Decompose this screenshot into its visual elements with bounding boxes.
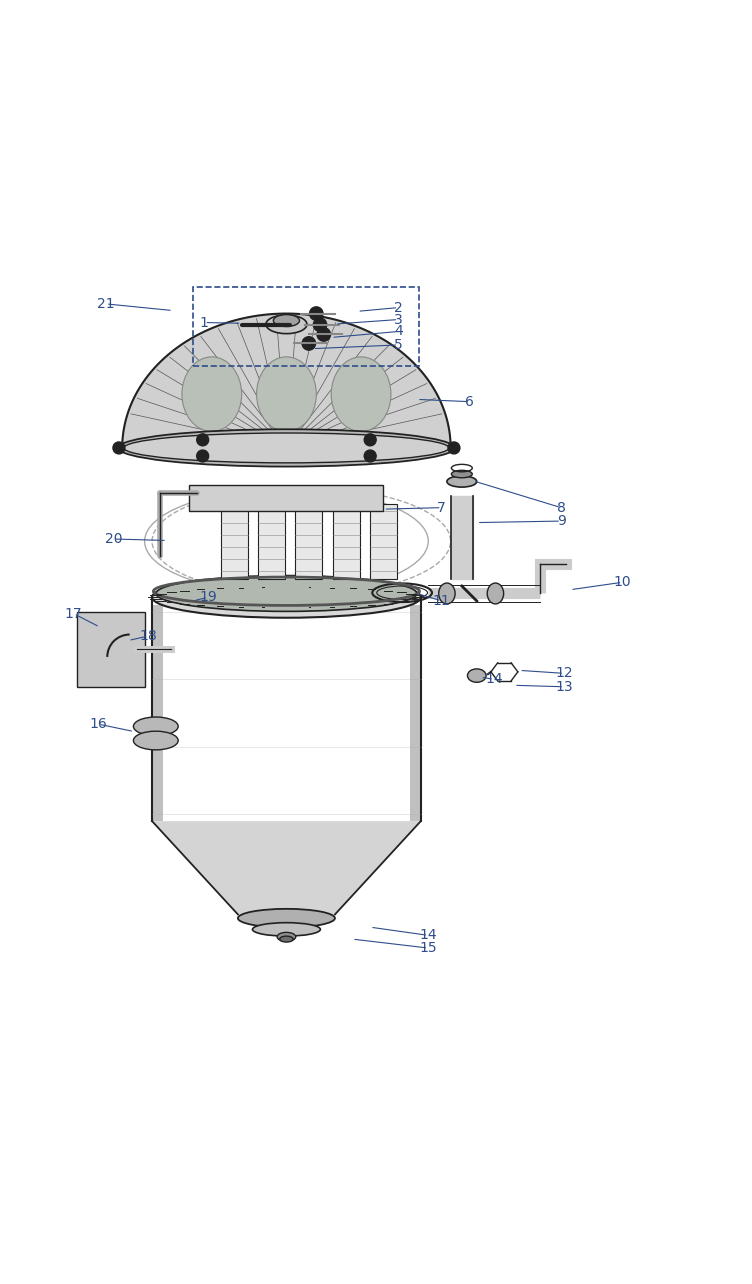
Text: 6: 6 [465, 394, 474, 408]
Text: 1: 1 [200, 316, 209, 330]
Ellipse shape [487, 583, 504, 603]
Text: 17: 17 [65, 606, 83, 620]
Ellipse shape [133, 716, 178, 736]
Text: 7: 7 [438, 501, 446, 515]
Bar [221, 503, 247, 579]
Circle shape [197, 449, 208, 462]
Text: 15: 15 [420, 941, 437, 955]
Polygon shape [152, 822, 421, 914]
Ellipse shape [468, 669, 486, 682]
Circle shape [364, 449, 376, 462]
Ellipse shape [274, 315, 299, 326]
Ellipse shape [238, 909, 335, 927]
Text: 20: 20 [105, 532, 122, 546]
Bar [190, 485, 384, 511]
Ellipse shape [438, 583, 455, 603]
Bar [296, 503, 323, 579]
Circle shape [113, 442, 125, 455]
Bar [332, 503, 359, 579]
Text: 12: 12 [555, 666, 573, 681]
Text: 2: 2 [394, 300, 403, 315]
Ellipse shape [156, 575, 417, 611]
Polygon shape [123, 313, 450, 448]
Circle shape [314, 318, 326, 331]
Bar [258, 503, 285, 579]
Bar [193, 288, 420, 366]
Text: 4: 4 [394, 325, 403, 339]
Ellipse shape [451, 470, 472, 478]
Text: 21: 21 [97, 297, 114, 311]
Text: 18: 18 [139, 629, 157, 643]
Text: 9: 9 [556, 514, 566, 528]
Ellipse shape [182, 357, 241, 431]
Ellipse shape [133, 731, 178, 750]
Bar [77, 612, 144, 687]
Ellipse shape [277, 932, 296, 941]
Ellipse shape [124, 433, 449, 462]
Text: 14: 14 [485, 673, 503, 687]
Text: 3: 3 [394, 312, 403, 326]
Text: 19: 19 [199, 591, 217, 605]
Circle shape [317, 327, 330, 342]
Polygon shape [450, 497, 473, 579]
Ellipse shape [331, 357, 391, 431]
Ellipse shape [256, 357, 317, 431]
Bar [370, 503, 397, 579]
Ellipse shape [280, 936, 293, 942]
Polygon shape [152, 605, 163, 822]
Text: 11: 11 [433, 594, 450, 607]
Circle shape [448, 442, 460, 455]
Polygon shape [410, 605, 421, 822]
Text: 5: 5 [394, 338, 403, 352]
Ellipse shape [253, 923, 320, 936]
Text: 10: 10 [614, 575, 631, 589]
Ellipse shape [118, 429, 455, 466]
Ellipse shape [447, 476, 477, 487]
Circle shape [302, 336, 316, 351]
Circle shape [197, 434, 208, 446]
Text: 13: 13 [555, 679, 573, 693]
Text: 8: 8 [556, 501, 566, 515]
Ellipse shape [152, 577, 421, 618]
Circle shape [364, 434, 376, 446]
Text: 14: 14 [420, 928, 437, 942]
Ellipse shape [266, 315, 307, 334]
Text: 16: 16 [89, 716, 108, 731]
Circle shape [310, 307, 323, 320]
